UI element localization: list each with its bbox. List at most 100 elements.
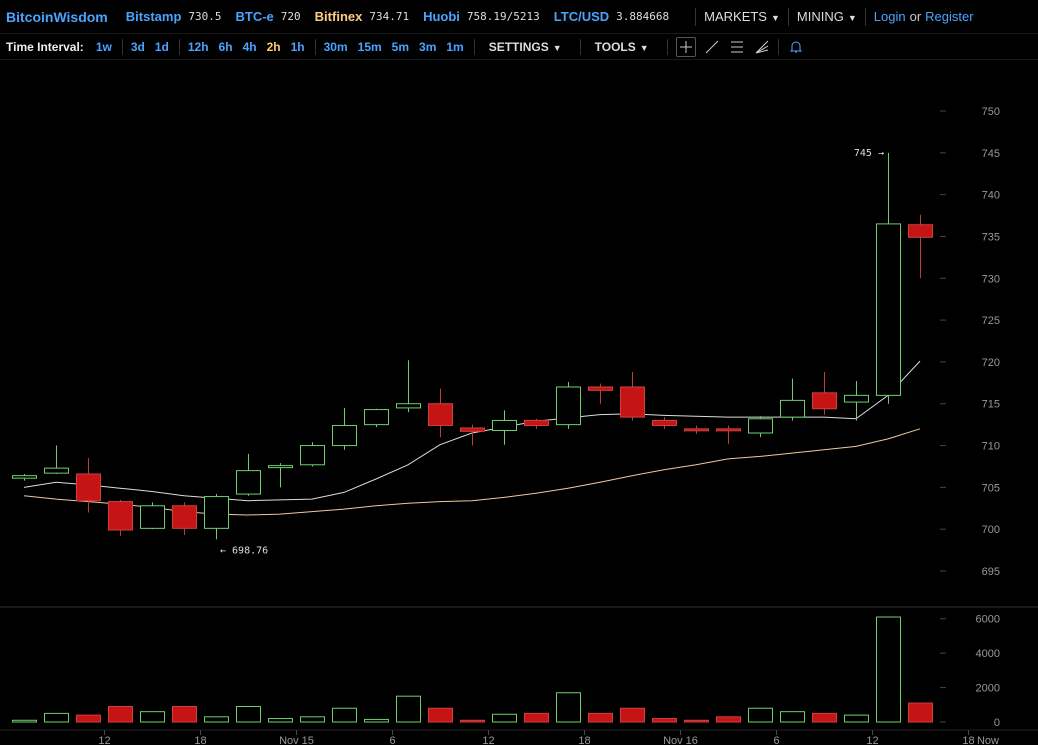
- interval-3d[interactable]: 3d: [130, 39, 145, 54]
- candle-body: [844, 394, 869, 403]
- candle-body: [492, 419, 517, 431]
- interval-1d[interactable]: 1d: [154, 39, 169, 54]
- interval-2h[interactable]: 2h: [266, 39, 281, 54]
- x-tick-label: 6: [773, 735, 779, 745]
- candle-body: [588, 386, 613, 391]
- price-chart[interactable]: 695 700 705 710 715 720 725 730 735 740 745 750 0 200…: [0, 60, 1038, 745]
- alert-bell-icon[interactable]: [787, 38, 805, 56]
- grid: [0, 606, 1038, 731]
- markets-menu[interactable]: MARKETS ▼: [704, 9, 780, 24]
- candle-body: [748, 418, 773, 434]
- caret-down-icon: ▼: [770, 13, 780, 23]
- volume-bar: [620, 707, 645, 723]
- x-tick-label: Nov 16: [663, 735, 698, 745]
- candle-body: [460, 427, 485, 432]
- y-tick-label: 725: [982, 315, 1000, 327]
- interval-3m[interactable]: 3m: [419, 39, 437, 54]
- exchange-price: 758.19/5213: [466, 10, 540, 23]
- volume-tick-label: 0: [994, 717, 1000, 729]
- interval-30m[interactable]: 30m: [323, 39, 348, 54]
- chart-toolbar: Time Interval: 1w 3d 1d 12h 6h 4h 2h 1h …: [0, 34, 1038, 60]
- line-tool-icon[interactable]: [703, 38, 721, 56]
- volume-bar: [588, 712, 613, 723]
- mining-menu[interactable]: MINING ▼: [797, 9, 857, 24]
- divider: [473, 38, 475, 55]
- settings-menu[interactable]: SETTINGS ▼: [489, 40, 562, 54]
- y-tick-label: 730: [982, 273, 1000, 285]
- candle-body: [524, 419, 549, 426]
- candle-body: [652, 419, 677, 426]
- volume-bar: [876, 616, 901, 723]
- exchange-price: 734.71: [369, 10, 410, 23]
- crosshair-icon[interactable]: [675, 36, 696, 57]
- or-text: or: [909, 9, 922, 24]
- time-interval-label: Time Interval:: [6, 39, 84, 54]
- interval-5m[interactable]: 5m: [391, 39, 410, 54]
- divider: [314, 38, 316, 55]
- exchange-name: Bitstamp: [125, 9, 182, 24]
- interval-6h[interactable]: 6h: [218, 39, 233, 54]
- volume-bar: [332, 707, 357, 723]
- volume-bar: [76, 714, 101, 723]
- x-tick-label: Nov 15: [279, 735, 314, 745]
- y-tick-label: 745: [982, 148, 1000, 160]
- caret-down-icon: ▼: [639, 42, 649, 53]
- volume-bar: [460, 719, 485, 723]
- y-tick-label: 720: [982, 357, 1000, 369]
- top-nav-bar: BitcoinWisdom Bitstamp 730.5 BTC-e 720 B…: [0, 0, 1038, 34]
- exchange-ticker-huobi[interactable]: Huobi 758.19/5213: [423, 9, 540, 24]
- volume-bar: [140, 711, 165, 723]
- interval-1h[interactable]: 1h: [290, 39, 305, 54]
- exchange-name: Huobi: [423, 9, 460, 24]
- top-menu: MARKETS ▼ MINING ▼ Login or Register: [687, 7, 974, 26]
- interval-4h[interactable]: 4h: [242, 39, 257, 54]
- candle-body: [76, 473, 101, 502]
- exchange-price: 3.884668: [616, 10, 670, 23]
- candles: [12, 152, 933, 540]
- exchange-ticker-ltcusd[interactable]: LTC/USD 3.884668: [554, 9, 669, 24]
- x-tick-label: 12: [866, 735, 878, 745]
- divider: [864, 7, 866, 26]
- interval-15m[interactable]: 15m: [357, 39, 382, 54]
- candle-body: [620, 386, 645, 418]
- fib-lines-icon[interactable]: [728, 38, 746, 56]
- register-link[interactable]: Register: [925, 9, 974, 24]
- tools-menu[interactable]: TOOLS ▼: [595, 40, 649, 54]
- exchange-ticker-bitfinex[interactable]: Bitfinex 734.71: [315, 9, 409, 24]
- high-price-label: 745 →: [854, 148, 884, 159]
- y-tick-label: 750: [982, 106, 1000, 118]
- mining-label: MINING: [796, 9, 844, 24]
- candle-body: [876, 223, 901, 396]
- login-link[interactable]: Login: [873, 9, 906, 24]
- volume-bar: [908, 702, 933, 723]
- exchange-name: LTC/USD: [553, 9, 610, 24]
- now-label: Now: [977, 735, 999, 745]
- volume-bar: [716, 716, 741, 723]
- candle-body: [428, 403, 453, 426]
- volume-bar: [684, 719, 709, 723]
- candle-body: [140, 505, 165, 529]
- fan-tool-icon[interactable]: [753, 38, 771, 56]
- volume-bar: [12, 719, 37, 723]
- interval-12h[interactable]: 12h: [187, 39, 209, 54]
- volume-bar: [556, 692, 581, 723]
- brand-logo[interactable]: BitcoinWisdom: [6, 8, 108, 25]
- candle-body: [12, 475, 37, 479]
- divider: [787, 7, 789, 26]
- candle-body: [780, 399, 805, 418]
- exchange-ticker-btce[interactable]: BTC-e 720: [236, 9, 301, 24]
- volume-tick-label: 4000: [976, 648, 1000, 660]
- exchange-price: 720: [280, 10, 301, 23]
- divider: [695, 7, 697, 26]
- exchange-name: BTC-e: [235, 9, 274, 24]
- x-tick-label: 18: [962, 735, 974, 745]
- volume-bar: [396, 695, 421, 723]
- x-tick-label: 18: [194, 735, 206, 745]
- candle-body: [44, 467, 69, 474]
- volume-bars: [12, 616, 933, 723]
- volume-bar: [812, 712, 837, 723]
- interval-1w[interactable]: 1w: [95, 39, 112, 54]
- interval-1m[interactable]: 1m: [446, 39, 464, 54]
- exchange-ticker-bitstamp[interactable]: Bitstamp 730.5: [126, 9, 222, 24]
- candle-body: [716, 428, 741, 432]
